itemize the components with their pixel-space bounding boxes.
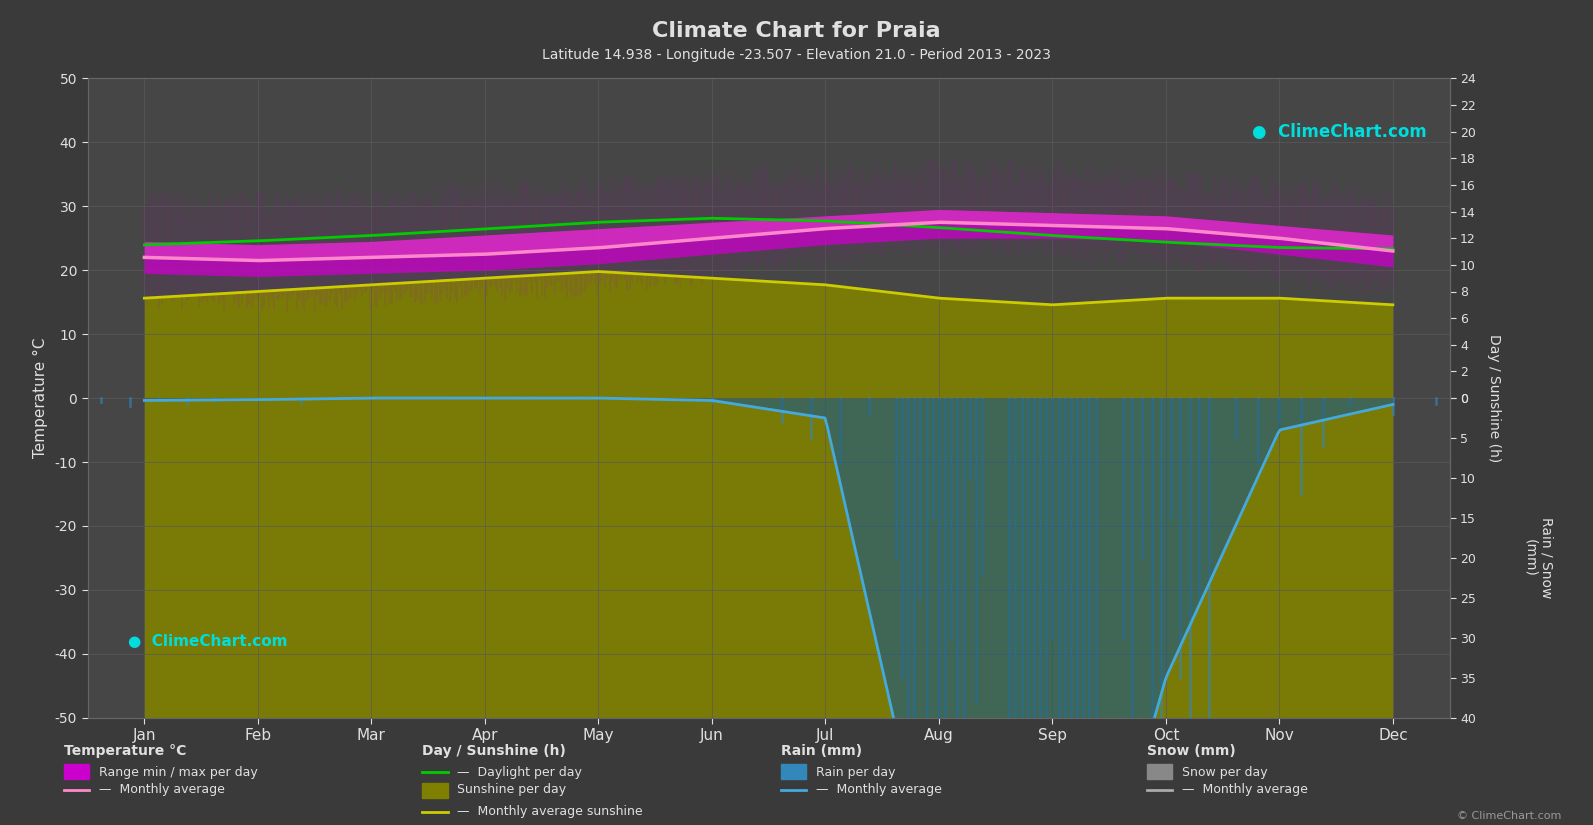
Text: —  Monthly average: — Monthly average bbox=[816, 783, 941, 796]
Text: Temperature °C: Temperature °C bbox=[64, 744, 186, 758]
Text: Sunshine per day: Sunshine per day bbox=[457, 783, 567, 796]
Text: Rain / Snow
(mm): Rain / Snow (mm) bbox=[1523, 517, 1553, 599]
Text: Snow per day: Snow per day bbox=[1182, 766, 1268, 779]
Text: Range min / max per day: Range min / max per day bbox=[99, 766, 258, 779]
Text: —  Monthly average sunshine: — Monthly average sunshine bbox=[457, 805, 644, 818]
Text: —  Monthly average: — Monthly average bbox=[99, 783, 225, 796]
Text: © ClimeChart.com: © ClimeChart.com bbox=[1456, 811, 1561, 821]
Text: Rain (mm): Rain (mm) bbox=[781, 744, 862, 758]
Text: Day / Sunshine (h): Day / Sunshine (h) bbox=[422, 744, 566, 758]
Text: ●  ClimeChart.com: ● ClimeChart.com bbox=[129, 634, 288, 648]
Text: Latitude 14.938 - Longitude -23.507 - Elevation 21.0 - Period 2013 - 2023: Latitude 14.938 - Longitude -23.507 - El… bbox=[542, 48, 1051, 62]
Text: —  Monthly average: — Monthly average bbox=[1182, 783, 1308, 796]
Text: Climate Chart for Praia: Climate Chart for Praia bbox=[652, 21, 941, 40]
Text: ●  ClimeChart.com: ● ClimeChart.com bbox=[1252, 123, 1427, 141]
Text: Snow (mm): Snow (mm) bbox=[1147, 744, 1236, 758]
Text: Rain per day: Rain per day bbox=[816, 766, 895, 779]
Text: —  Daylight per day: — Daylight per day bbox=[457, 766, 581, 779]
Y-axis label: Day / Sunshine (h): Day / Sunshine (h) bbox=[1486, 334, 1501, 462]
Y-axis label: Temperature °C: Temperature °C bbox=[33, 337, 48, 459]
